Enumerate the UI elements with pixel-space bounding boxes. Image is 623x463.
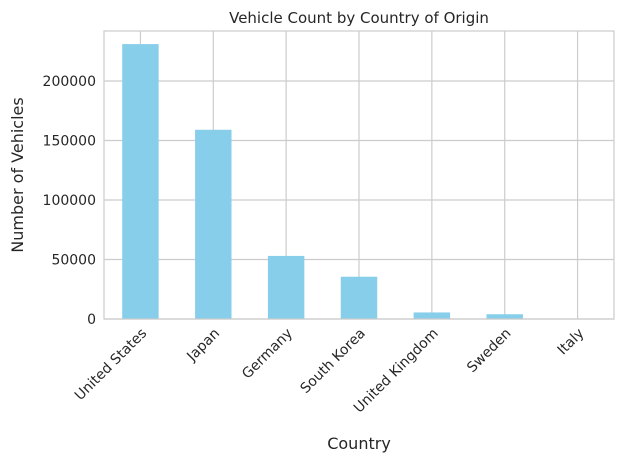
y-tick-label-0: 0 — [87, 312, 96, 328]
gridlines — [104, 31, 614, 320]
bars — [122, 44, 596, 319]
x-tick-labels: United States Japan Germany South KoreaUnit… — [72, 326, 587, 417]
chart-title: Vehicle Count by Country of Origin — [229, 9, 489, 27]
y-tick-label-1: 50000 — [51, 252, 96, 268]
y-tick-labels: 0 50000 100000 150000 200000 — [43, 74, 96, 328]
y-axis-label: Number of Vehicles — [8, 97, 27, 252]
x-axis-label: Country — [327, 434, 391, 453]
x-tick-label-6: Italy — [555, 326, 588, 359]
x-tick-label-2: Germany — [239, 326, 296, 383]
bar-germany — [267, 255, 305, 319]
bar-united-states — [122, 44, 159, 319]
y-tick-label-4: 200000 — [43, 74, 96, 90]
bar-south-korea — [340, 276, 378, 319]
bar-united-kingdom — [413, 312, 451, 319]
bar-sweden — [486, 314, 523, 319]
y-tick-label-2: 100000 — [43, 193, 96, 209]
y-tick-label-3: 150000 — [43, 133, 96, 149]
x-tick-label-5: Sweden — [464, 326, 514, 376]
x-tick-label-0: United States — [72, 326, 150, 404]
x-tick-label-1: Japan — [183, 326, 223, 366]
x-tick-label-3: South Korea — [298, 326, 369, 397]
plot-frame — [103, 30, 615, 320]
bar-japan — [195, 129, 232, 319]
